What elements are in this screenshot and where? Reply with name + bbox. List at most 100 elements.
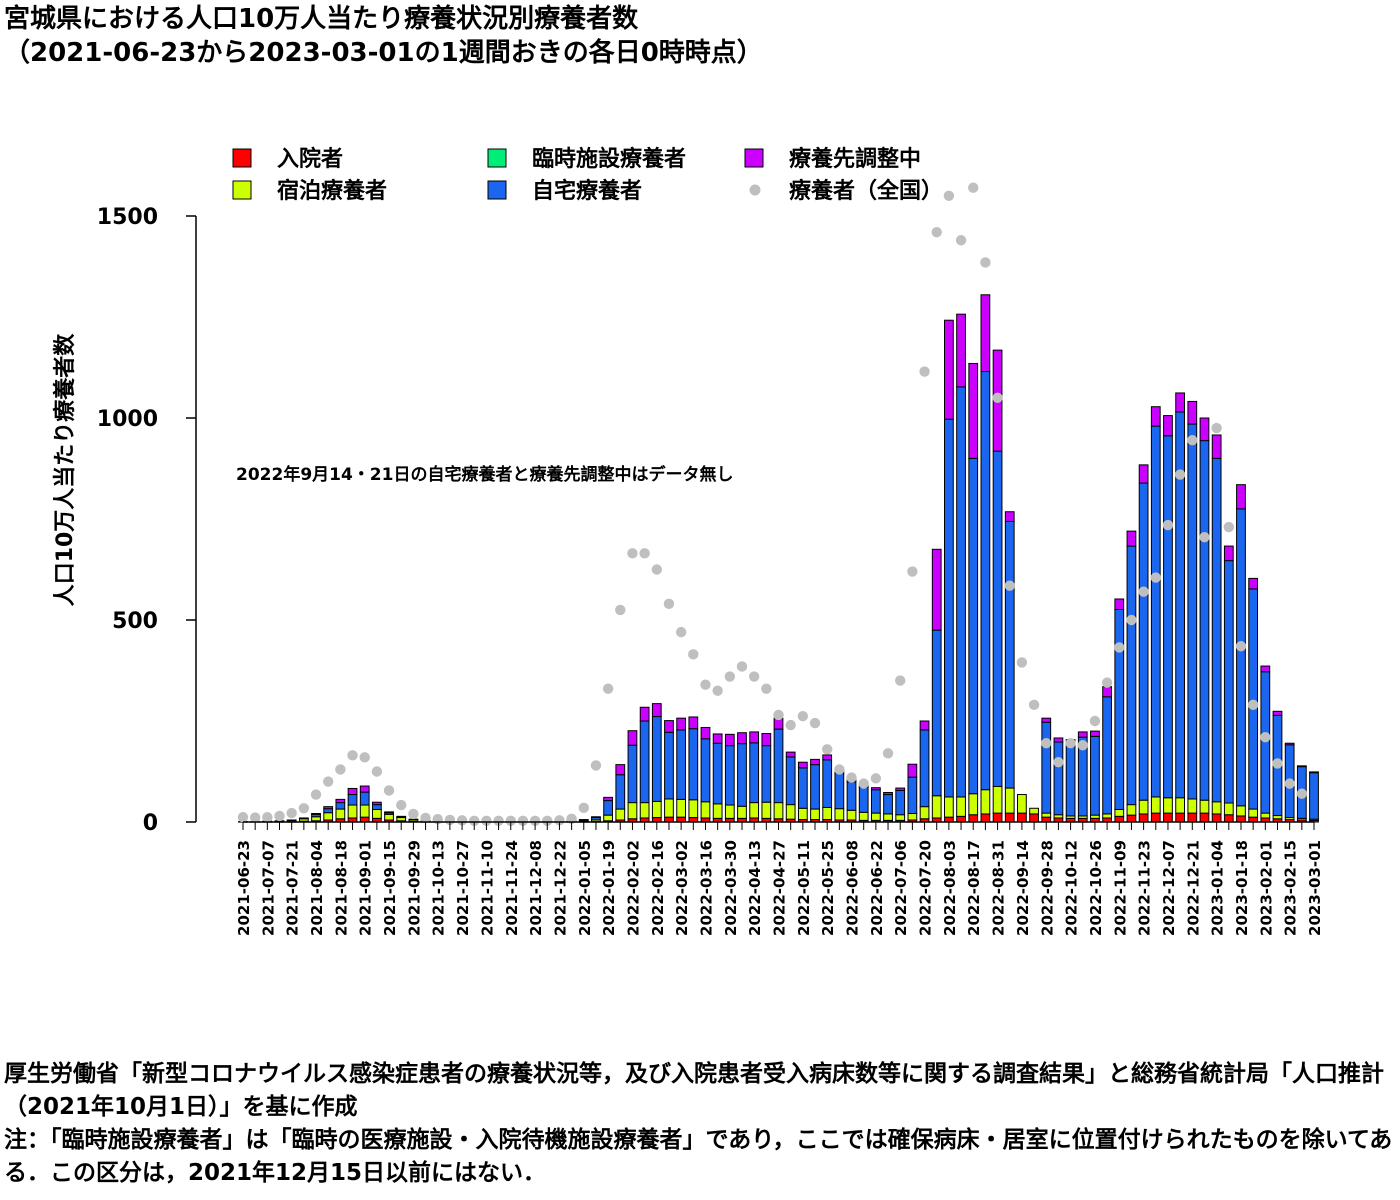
x-tick-label: 2023-01-04 xyxy=(1209,840,1227,936)
bar-segment-4 xyxy=(919,720,930,731)
nationwide-point xyxy=(834,764,845,775)
bar-segment-1 xyxy=(1236,805,1246,817)
bar-segment-4 xyxy=(1260,665,1271,673)
nationwide-point xyxy=(274,810,285,822)
nationwide-point xyxy=(420,812,431,824)
x-tick-label: 2022-04-27 xyxy=(771,840,789,936)
bar-segment-3 xyxy=(785,756,796,806)
bar-segment-1 xyxy=(1004,787,1015,814)
nationwide-point xyxy=(505,815,516,826)
nationwide-point xyxy=(1041,738,1052,749)
title-line-1: 宮城県における人口10万人当たり療養状況別療養者数 xyxy=(4,4,639,34)
nationwide-point xyxy=(1065,738,1076,749)
chart-title: 宮城県における人口10万人当たり療養状況別療養者数 （2021-06-23から20… xyxy=(4,2,763,70)
y-tick-label: 1000 xyxy=(97,407,158,432)
nationwide-point xyxy=(1004,580,1015,591)
bar-segment-4 xyxy=(700,726,711,740)
nationwide-point xyxy=(542,815,553,826)
bar-segment-4 xyxy=(822,754,833,761)
nationwide-point xyxy=(1101,677,1113,688)
nationwide-point xyxy=(1296,788,1308,799)
nationwide-point xyxy=(1162,519,1174,531)
nationwide-point xyxy=(943,190,955,201)
bar-segment-3 xyxy=(944,418,954,798)
bar-segment-3 xyxy=(846,781,857,811)
x-tick-label: 2023-02-01 xyxy=(1257,840,1275,936)
nationwide-point xyxy=(310,789,322,800)
bar-segment-3 xyxy=(931,629,942,797)
bar-segment-1 xyxy=(323,812,334,821)
nationwide-point xyxy=(1247,699,1259,711)
bar-segment-1 xyxy=(749,802,760,819)
bar-segment-4 xyxy=(1041,717,1052,723)
bar-segment-3 xyxy=(1102,696,1112,815)
bar-segment-3 xyxy=(700,738,711,803)
bar-segment-3 xyxy=(980,371,991,791)
bar-segment-3 xyxy=(773,728,784,804)
nationwide-point xyxy=(383,785,395,796)
bar-segment-1 xyxy=(992,785,1003,814)
bar-segment-3 xyxy=(761,745,772,803)
bar-segment-1 xyxy=(1260,812,1271,819)
bar-segment-1 xyxy=(311,816,321,822)
x-tick-label: 2023-02-15 xyxy=(1282,840,1300,936)
nationwide-point xyxy=(809,717,821,729)
legend-swatch xyxy=(232,148,252,168)
bar-segment-4 xyxy=(335,798,346,804)
bar-segment-4 xyxy=(1077,731,1088,738)
bar-segment-4 xyxy=(968,362,979,459)
y-axis-label: 人口10万人当たり療養者数 xyxy=(52,333,78,607)
x-tick-label: 2021-11-10 xyxy=(478,840,496,936)
bar-segment-1 xyxy=(810,808,820,821)
nationwide-point xyxy=(298,803,310,814)
nationwide-point xyxy=(481,815,492,826)
bar-segment-0 xyxy=(1223,814,1234,823)
bar-segment-4 xyxy=(737,732,747,745)
nationwide-point xyxy=(408,808,419,820)
nationwide-point xyxy=(456,815,468,826)
bar-segment-4 xyxy=(1187,400,1198,425)
bar-segment-1 xyxy=(712,803,723,819)
bar-segment-4 xyxy=(578,819,589,821)
x-tick-label: 2021-08-18 xyxy=(332,840,350,936)
bar-segment-4 xyxy=(323,806,334,810)
bar-segment-1 xyxy=(639,802,650,819)
bar-segment-3 xyxy=(992,450,1003,787)
nationwide-point xyxy=(773,709,784,721)
x-tick-label: 2022-09-28 xyxy=(1038,840,1056,936)
bar-segment-3 xyxy=(1041,721,1052,814)
nationwide-point xyxy=(980,257,991,268)
nationwide-point xyxy=(1260,731,1271,743)
y-tick-label: 500 xyxy=(112,609,158,634)
bar-segment-4 xyxy=(627,730,638,746)
bar-segment-4 xyxy=(664,720,674,733)
nationwide-point xyxy=(335,764,346,775)
bar-segment-3 xyxy=(1090,735,1100,816)
stacked-bar-chart: 0 500 1000 1500 2021-06-23 2021-07-07 2021-07… xyxy=(52,146,1324,936)
bar-segment-1 xyxy=(968,793,979,816)
legend-swatch xyxy=(487,148,507,168)
nationwide-point xyxy=(590,760,602,771)
nationwide-point xyxy=(359,752,370,763)
nationwide-point xyxy=(931,226,942,238)
nationwide-point xyxy=(1114,642,1125,653)
nationwide-point xyxy=(1089,715,1101,727)
x-tick-label: 2022-01-19 xyxy=(600,840,618,936)
bar-segment-1 xyxy=(1029,807,1039,815)
legend-swatch xyxy=(487,180,507,200)
bar-segment-3 xyxy=(1004,520,1015,789)
bar-segment-1 xyxy=(384,813,394,821)
bar-segment-3 xyxy=(1138,482,1149,801)
bar-segment-3 xyxy=(1163,435,1173,799)
bar-segment-0 xyxy=(1017,812,1027,823)
bar-segment-0 xyxy=(1150,812,1161,823)
nationwide-point xyxy=(554,815,565,826)
nationwide-point xyxy=(955,235,967,246)
bar-segment-1 xyxy=(980,789,991,815)
bar-segment-4 xyxy=(870,787,881,791)
nationwide-point xyxy=(1235,641,1247,652)
nationwide-point xyxy=(651,564,662,575)
x-axis: 2021-06-23 2021-07-07 2021-07-21 2021-08-04… xyxy=(235,821,1324,936)
x-tick-label: 2022-08-03 xyxy=(941,840,959,936)
legend-label: 療養先調整中 xyxy=(789,146,921,172)
